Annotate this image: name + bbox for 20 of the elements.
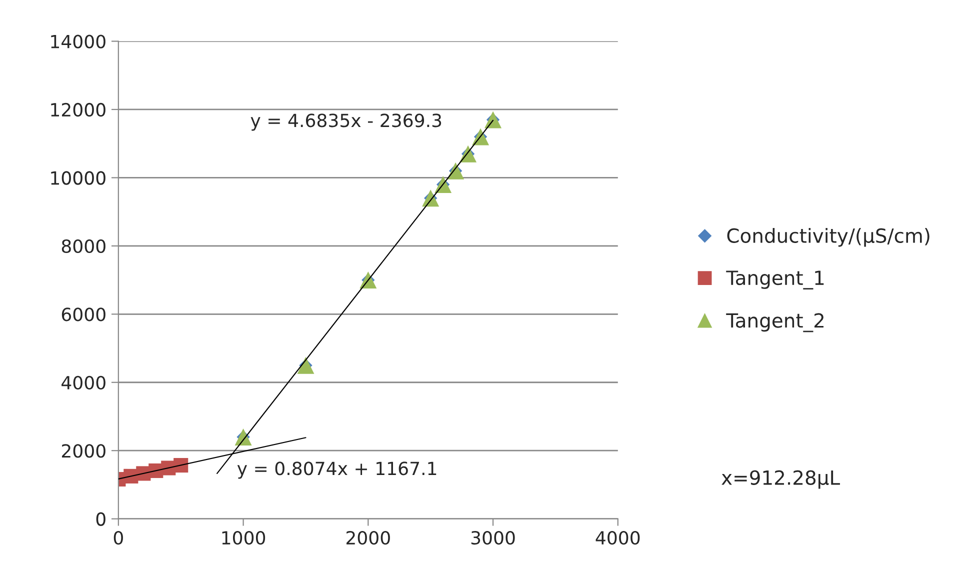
y-tick-label: 4000 (62, 376, 106, 390)
y-tick-label: 6000 (62, 308, 106, 322)
legend-label: Tangent_1 (726, 270, 824, 290)
y-tick-label: 12000 (51, 102, 106, 117)
text: x=912.28µL (722, 470, 840, 489)
x-tick-label: 0 (114, 530, 123, 545)
legend-label: Tangent_2 (726, 313, 824, 332)
annotation: y = 0.8074x + 1167.1 (237, 462, 436, 479)
legend-label: Conductivity/(µS/cm) (727, 228, 930, 247)
y-tick-label: 8000 (62, 239, 106, 254)
annotation: y = 4.6835x - 2369.3 (250, 114, 442, 131)
x-tick-label: 1000 (222, 530, 266, 545)
y-tick-label: 14000 (51, 34, 106, 48)
y-tick-label: 10000 (51, 171, 106, 185)
x-tick-label: 3000 (471, 530, 515, 545)
point (174, 458, 188, 473)
y-tick-label: 2000 (62, 444, 106, 458)
y-tick-label: 0 (96, 512, 106, 526)
x-tick-label: 4000 (596, 530, 640, 545)
x-tick-label: 2000 (346, 530, 390, 545)
